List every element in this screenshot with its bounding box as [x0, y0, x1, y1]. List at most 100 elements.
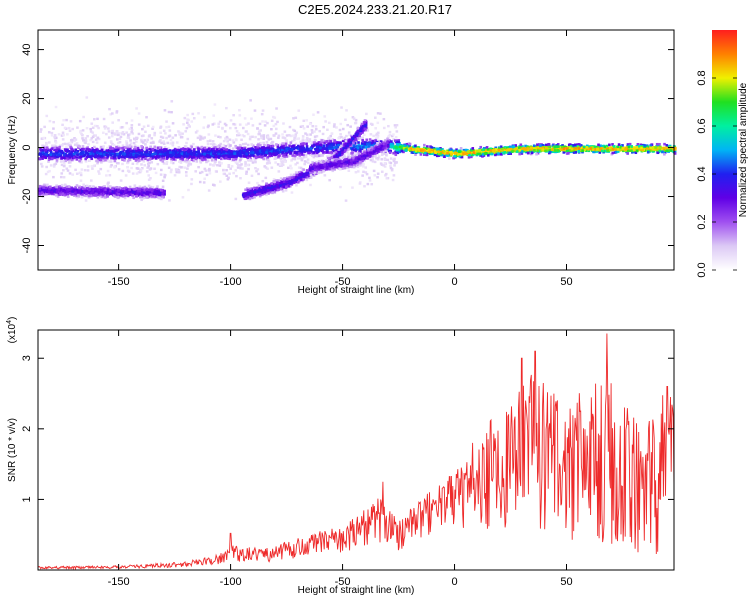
spectrogram-cell — [237, 163, 240, 167]
spectrogram-cell — [294, 171, 298, 174]
spectrogram-cell — [217, 125, 220, 128]
spectrogram-cell — [339, 133, 342, 136]
spectrogram-cell — [354, 118, 358, 122]
spectrogram-cell — [218, 164, 222, 167]
spectrogram-cell — [249, 151, 253, 155]
spectrogram-cell — [500, 153, 503, 156]
spectrogram-cell — [59, 160, 63, 163]
spectrogram-cell — [577, 143, 581, 146]
spectrogram-cell — [100, 161, 103, 164]
spectrogram-cell — [196, 136, 200, 140]
spectrogram-cell — [277, 134, 281, 137]
spectrogram-cell — [119, 151, 122, 155]
spectrogram-cell — [300, 158, 304, 162]
spectrogram-cell — [394, 136, 398, 139]
spectrogram-cell — [111, 121, 114, 124]
spectrogram-cell — [274, 157, 277, 160]
spectrogram-cell — [55, 155, 59, 159]
spectrogram-cell — [106, 159, 110, 163]
spectrogram-cell — [96, 155, 100, 159]
spectrogram-cell — [82, 147, 86, 151]
spectrogram-cell — [61, 142, 65, 146]
spectrogram-cell — [132, 153, 135, 157]
spectrogram-cell — [113, 159, 117, 163]
spectrogram-cell — [333, 149, 336, 153]
spectrogram-cell — [169, 142, 173, 145]
spectrogram-cell — [57, 133, 61, 136]
spectrogram-cell — [241, 142, 245, 146]
spectrogram-cell — [596, 147, 599, 151]
spectrogram-cell — [303, 150, 307, 153]
spectrogram-cell — [154, 149, 157, 153]
spectrogram-cell — [86, 146, 89, 149]
spectrogram-cell — [483, 152, 487, 155]
spectrogram-cell — [234, 160, 238, 163]
spectrogram-cell — [238, 160, 241, 163]
spectrogram-cell — [52, 165, 56, 168]
spectrogram-cell — [169, 170, 173, 174]
spectrogram-cell — [341, 140, 345, 143]
spectrogram-cell — [388, 130, 392, 134]
spectrogram-cell — [321, 154, 324, 157]
spectrogram-cell — [211, 140, 215, 143]
spectrogram-cell — [222, 143, 226, 147]
spectrogram-cell — [557, 145, 560, 148]
spectrogram-cell — [224, 154, 227, 158]
spectrogram-cell — [260, 146, 264, 149]
spectrogram-cell — [306, 158, 310, 161]
spectrogram-cell — [460, 150, 464, 154]
spectrogram-cell — [562, 151, 566, 154]
spectrogram-cell — [376, 136, 380, 139]
spectrogram-cell — [489, 149, 493, 152]
spectrogram-cell — [388, 151, 392, 154]
spectrogram-cell — [349, 125, 352, 128]
spectrogram-cell — [123, 196, 127, 200]
spectrogram-cell — [330, 150, 334, 154]
spectrogram-cell — [527, 145, 531, 149]
spectrogram-cell — [241, 150, 244, 153]
spectrogram-cell — [128, 147, 132, 151]
spectrogram-cell — [46, 150, 49, 153]
spectrogram-cell — [177, 146, 181, 149]
spectrogram-cell — [368, 138, 372, 141]
spectrogram-cell — [161, 179, 165, 182]
spectrogram-cell — [251, 147, 254, 151]
spectrogram-cell — [255, 170, 258, 173]
spectrogram-cell — [262, 151, 265, 155]
spectrogram-cell — [556, 143, 560, 146]
spectrogram-cell — [211, 163, 215, 167]
spectrogram-cell — [60, 150, 64, 153]
spectrogram-cell — [599, 148, 603, 151]
spectrogram-cell — [319, 154, 322, 158]
spectrogram-cell — [110, 134, 114, 138]
spectrogram-cell — [450, 153, 453, 156]
spectrogram-cell — [207, 147, 210, 151]
spectrogram-cell — [61, 138, 65, 141]
spectrogram-cell — [287, 147, 291, 151]
spectrogram-cell — [243, 117, 247, 120]
spectrogram-cell — [268, 148, 271, 152]
spectrogram-cell — [232, 114, 235, 117]
spectrogram-cell — [313, 135, 317, 138]
spectrogram-cell — [354, 121, 357, 125]
spectrogram-cell — [365, 139, 369, 143]
spectrogram-cell — [450, 148, 453, 152]
spectrogram-cell — [251, 124, 255, 127]
spectrogram-cell — [185, 121, 189, 124]
spectrogram-cell — [399, 145, 402, 149]
spectrogram-cell — [157, 150, 161, 153]
spectrogram-cell — [58, 145, 61, 149]
spectrogram-cell — [325, 140, 328, 144]
spectrogram-cell — [199, 160, 203, 164]
spectrogram-cell — [519, 143, 523, 147]
spectrogram-cell — [55, 148, 58, 152]
spectrogram-cell — [227, 143, 230, 147]
spectrogram-cell — [183, 116, 187, 120]
spectrogram-cell — [273, 150, 276, 154]
spectrogram-cell — [159, 152, 162, 156]
spectrogram-cell — [171, 136, 175, 139]
spectrogram-cell — [403, 144, 407, 147]
spectrogram-cell — [497, 152, 500, 155]
spectrogram-cell — [239, 176, 242, 180]
spectrogram-cell — [423, 151, 427, 155]
